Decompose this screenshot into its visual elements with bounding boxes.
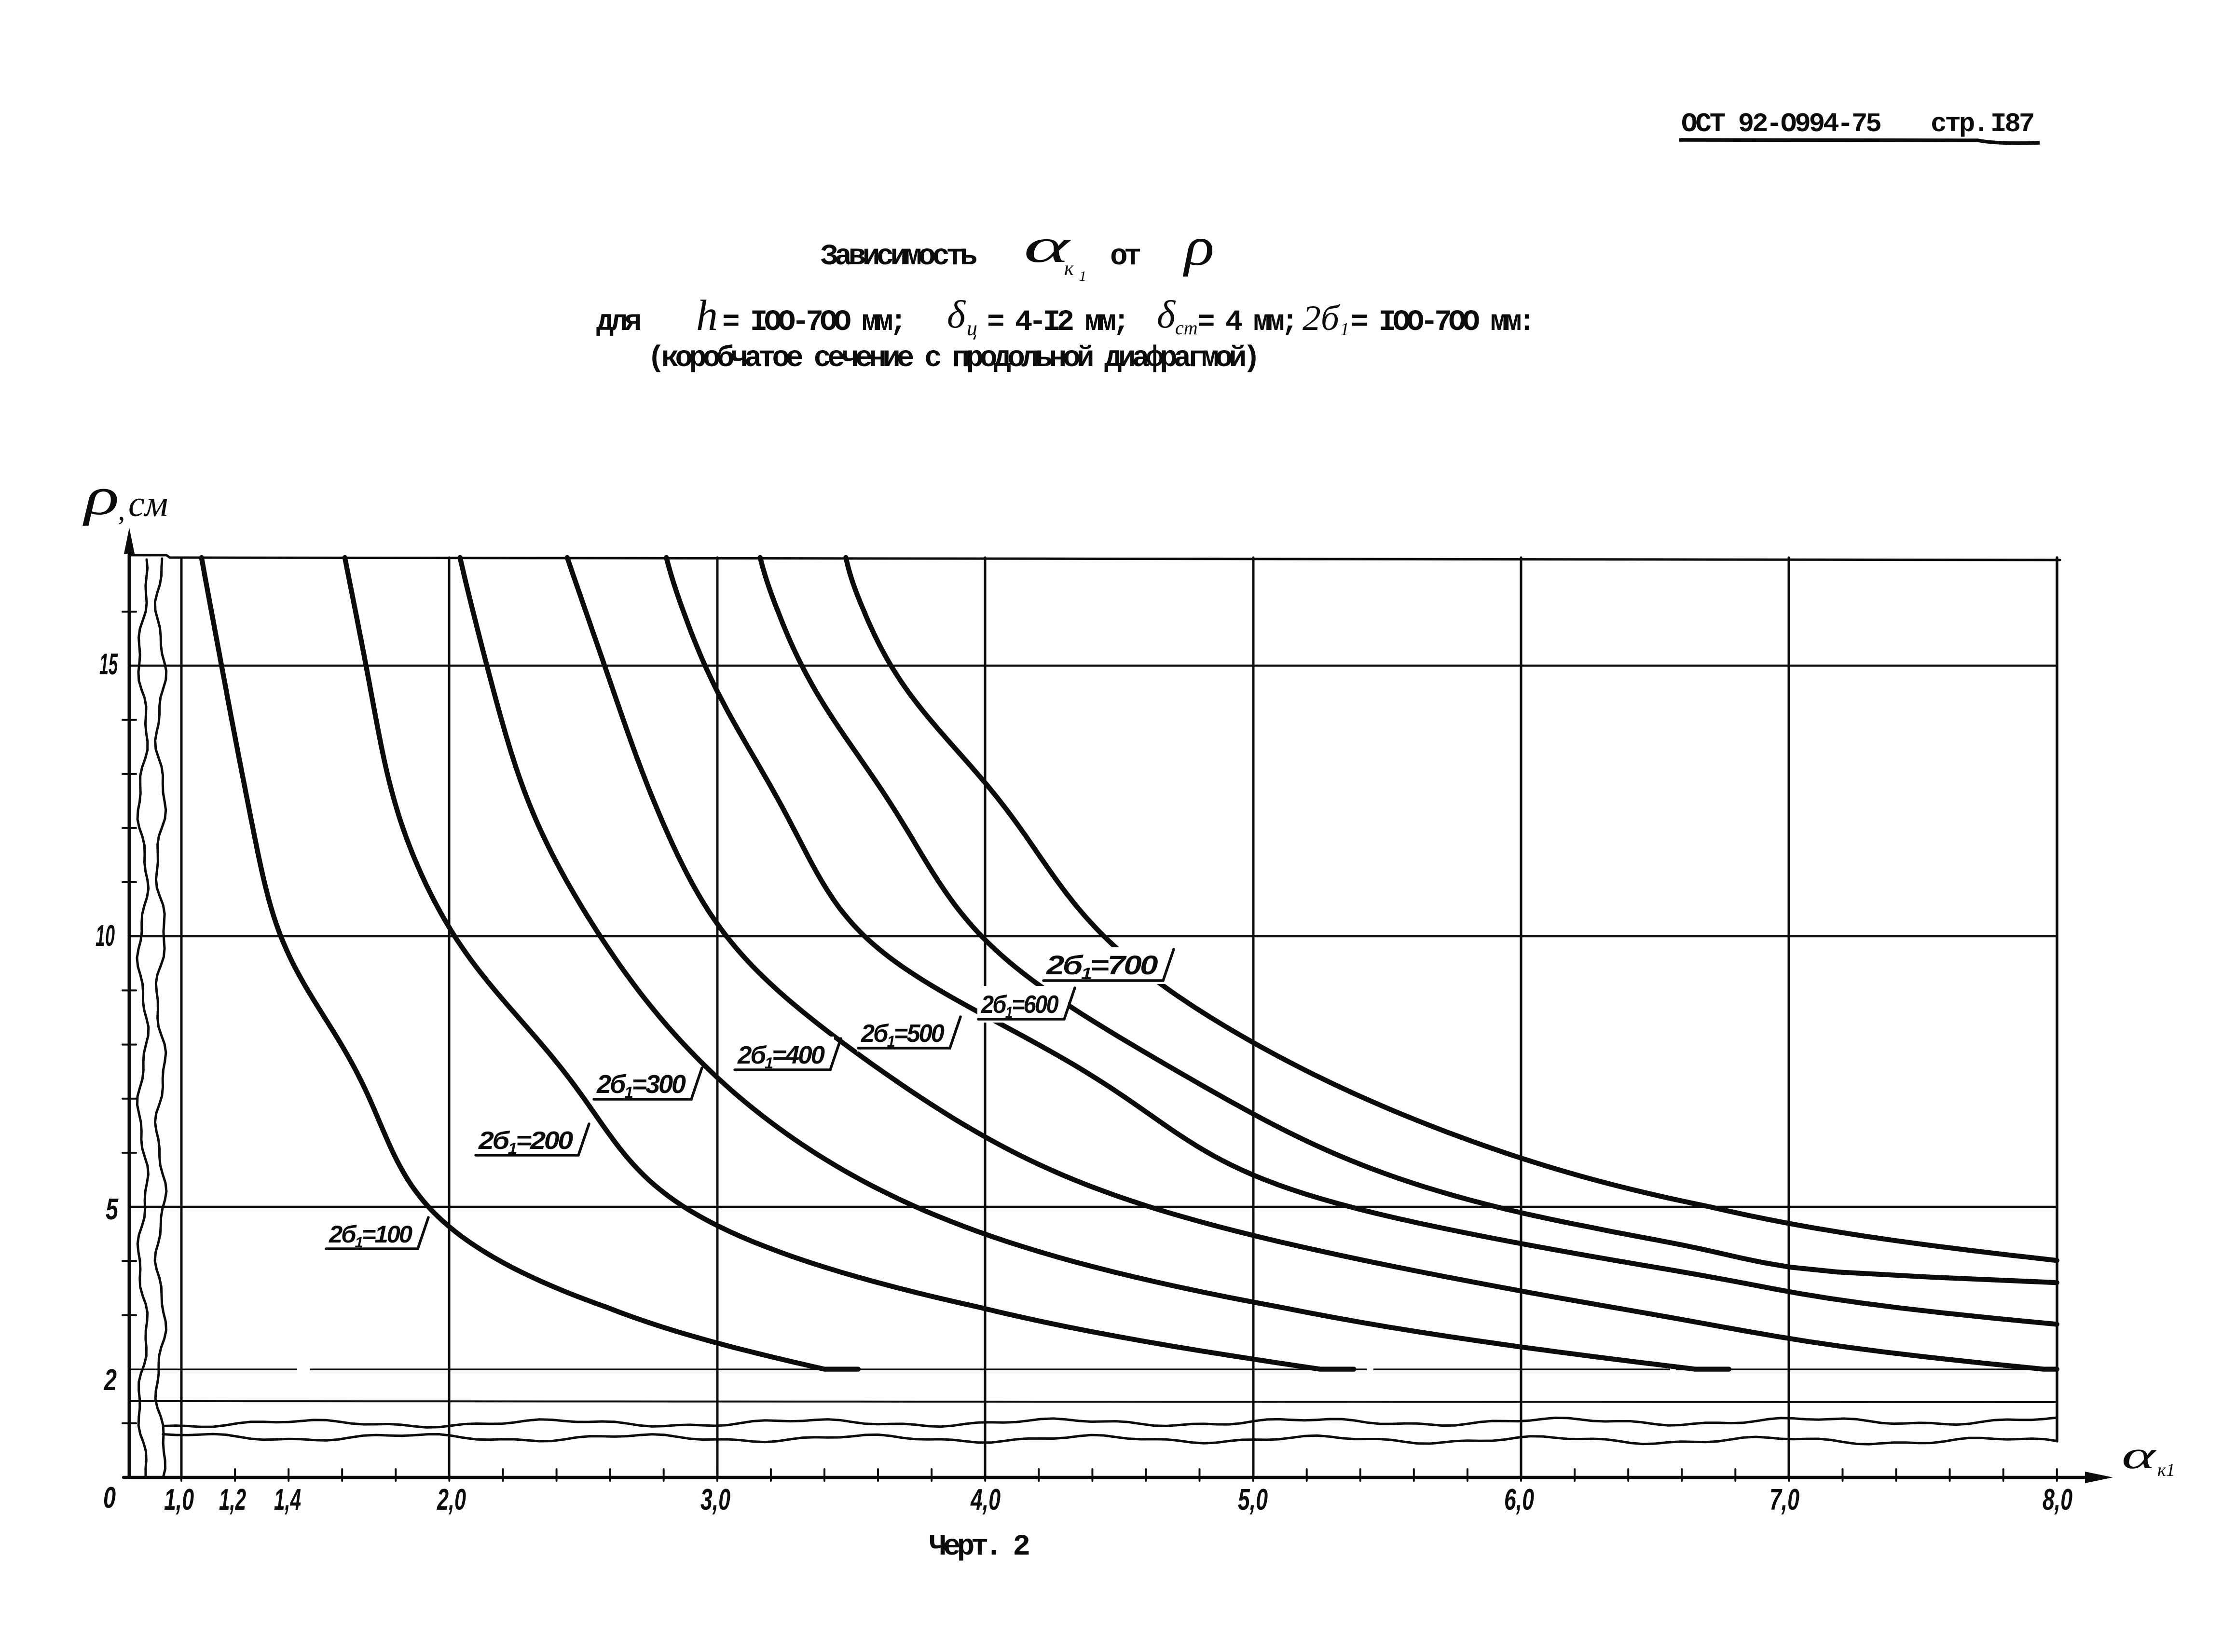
svg-text:2,0: 2,0 bbox=[437, 1483, 466, 1516]
svg-text:для: для bbox=[596, 306, 640, 339]
svg-text:4,0: 4,0 bbox=[970, 1483, 1001, 1516]
svg-text:стр.: стр. bbox=[1931, 109, 1988, 139]
svg-text:1: 1 bbox=[1079, 268, 1086, 284]
svg-text:1,2: 1,2 bbox=[219, 1483, 246, 1516]
svg-text:α: α bbox=[2122, 1433, 2157, 1477]
svg-text:,: , bbox=[118, 494, 125, 527]
svg-text:h: h bbox=[696, 292, 718, 340]
svg-text:8,0: 8,0 bbox=[2043, 1483, 2072, 1516]
svg-text:2б1=100: 2б1=100 bbox=[329, 1221, 412, 1251]
svg-text:δ: δ bbox=[947, 292, 966, 336]
svg-text:2б1=400: 2б1=400 bbox=[737, 1041, 825, 1072]
svg-text:5: 5 bbox=[106, 1193, 119, 1226]
svg-text:α: α bbox=[1024, 219, 1072, 273]
svg-text:2б1=300: 2б1=300 bbox=[596, 1070, 686, 1101]
svg-text:от: от bbox=[1110, 240, 1140, 273]
svg-text:2: 2 bbox=[104, 1364, 117, 1397]
svg-text:ц: ц bbox=[967, 316, 977, 340]
svg-text:(коробчатое сечение с продольн: (коробчатое сечение с продольной диафраг… bbox=[647, 342, 1257, 375]
svg-text:= IОО-7ОО мм;: = IОО-7ОО мм; bbox=[722, 306, 904, 339]
svg-text:ОСТ 92-О994-75: ОСТ 92-О994-75 bbox=[1681, 109, 1880, 139]
svg-text:0: 0 bbox=[103, 1481, 116, 1515]
svg-text:1,4: 1,4 bbox=[274, 1483, 301, 1516]
svg-text:к: к bbox=[1064, 258, 1074, 280]
svg-text:1,0: 1,0 bbox=[164, 1483, 194, 1516]
svg-text:I87: I87 bbox=[1990, 109, 2033, 139]
svg-text:2б1=700: 2б 1=700 bbox=[1046, 950, 1158, 983]
svg-text:2б1=200: 2б 1=200 bbox=[478, 1127, 573, 1157]
svg-text:см: см bbox=[128, 484, 168, 524]
svg-text:δ: δ bbox=[1157, 292, 1176, 336]
svg-text:1: 1 bbox=[1340, 319, 1349, 340]
svg-text:Зависимость: Зависимость bbox=[821, 240, 977, 273]
svg-text:15: 15 bbox=[99, 648, 118, 681]
svg-text:10: 10 bbox=[96, 919, 115, 953]
svg-text:= IОО-7ОО мм:: = IОО-7ОО мм: bbox=[1351, 306, 1532, 339]
svg-text:Черт. 2: Черт. 2 bbox=[929, 1530, 1029, 1564]
svg-text:ст: ст bbox=[1175, 317, 1198, 339]
svg-text:ρ: ρ bbox=[82, 466, 119, 526]
svg-text:2б: 2б bbox=[1303, 299, 1341, 338]
svg-text:2б1=600: 2б1=600 bbox=[981, 991, 1059, 1021]
svg-text:= 4 мм;: = 4 мм; bbox=[1197, 306, 1295, 339]
svg-text:2б1=500: 2б1=500 bbox=[861, 1020, 945, 1050]
svg-text:7,0: 7,0 bbox=[1769, 1483, 1799, 1516]
svg-text:к1: к1 bbox=[2157, 1460, 2175, 1480]
svg-text:5,0: 5,0 bbox=[1238, 1483, 1268, 1516]
svg-text:ρ: ρ bbox=[1183, 216, 1214, 277]
svg-text:3,0: 3,0 bbox=[700, 1483, 730, 1516]
svg-text:6,0: 6,0 bbox=[1504, 1483, 1534, 1516]
svg-text:= 4-I2 мм;: = 4-I2 мм; bbox=[987, 306, 1126, 339]
